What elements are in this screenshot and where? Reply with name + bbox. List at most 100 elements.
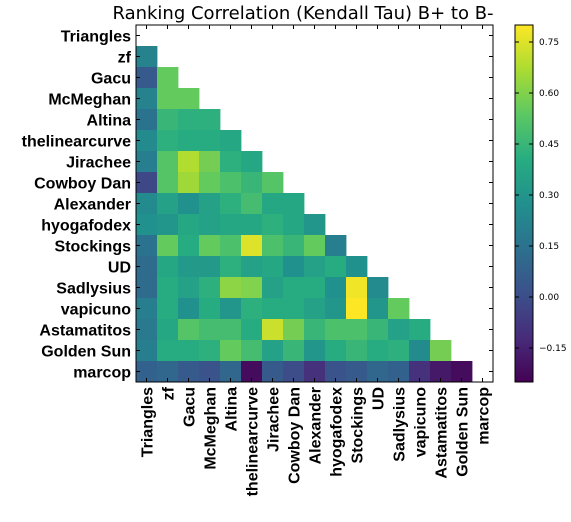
heatmap-cell — [262, 214, 284, 236]
heatmap-cell — [283, 193, 305, 215]
heatmap-cell — [367, 319, 389, 341]
y-tick-label: hyogafodex — [41, 218, 131, 235]
y-tick-label: McMeghan — [48, 92, 131, 109]
heatmap-cell — [262, 193, 284, 215]
heatmap-cell — [136, 361, 158, 383]
heatmap-cell — [325, 340, 347, 362]
heatmap-cell — [178, 109, 200, 131]
heatmap-cell — [262, 235, 284, 257]
heatmap-cell — [136, 151, 158, 173]
heatmap-cell — [199, 109, 221, 131]
heatmap-cell — [178, 340, 200, 362]
chart-title: Ranking Correlation (Kendall Tau) B+ to … — [112, 3, 493, 24]
x-axis-labels: Triangles zf Gacu McMeghan Altina thelinearcu… — [140, 386, 493, 496]
y-tick-label: Altina — [87, 113, 132, 130]
heatmap-cell — [136, 235, 158, 257]
heatmap-cell — [199, 298, 221, 320]
heatmap-cell — [220, 151, 242, 173]
heatmap-cell — [346, 340, 368, 362]
heatmap-cell — [157, 109, 179, 131]
colorbar-tick-label: 0.00 — [539, 293, 559, 303]
heatmap-cell — [220, 256, 242, 278]
heatmap-cell — [178, 193, 200, 215]
y-tick-label: Jirachee — [66, 155, 131, 172]
y-tick-label: marcop — [73, 365, 131, 382]
x-tick-label: UD — [371, 387, 388, 410]
x-tick-label: zf — [161, 386, 178, 400]
heatmap-cell — [325, 361, 347, 383]
heatmap-cell — [283, 256, 305, 278]
heatmap-cell — [178, 319, 200, 341]
heatmap-cell — [388, 298, 410, 320]
heatmap-cell — [262, 319, 284, 341]
heatmap-cell — [157, 361, 179, 383]
x-tick-label: Astamatitos — [434, 387, 451, 479]
heatmap-cell — [136, 256, 158, 278]
heatmap-cell — [199, 193, 221, 215]
heatmap-cell — [136, 214, 158, 236]
heatmap-cell — [199, 319, 221, 341]
heatmap-cell — [241, 172, 263, 194]
heatmap-cell — [346, 277, 368, 299]
heatmap-cell — [220, 235, 242, 257]
heatmap-cell — [157, 172, 179, 194]
heatmap-cell — [241, 319, 263, 341]
colorbar-tick-label: 0.45 — [539, 140, 559, 150]
x-tick-label: Stockings — [350, 387, 367, 464]
x-tick-label: Alexander — [308, 387, 325, 464]
heatmap-cell — [367, 277, 389, 299]
heatmap-cell — [220, 319, 242, 341]
heatmap-cell — [304, 277, 326, 299]
colorbar-tick-label: −0.15 — [539, 344, 567, 354]
y-tick-label: Alexander — [54, 197, 131, 214]
heatmap-cell — [178, 130, 200, 152]
heatmap-cell — [241, 298, 263, 320]
heatmap-cell — [451, 361, 473, 383]
heatmap-cell — [262, 277, 284, 299]
y-tick-label: Golden Sun — [41, 344, 131, 361]
heatmap-cell — [157, 340, 179, 362]
heatmap-cell — [178, 256, 200, 278]
heatmap-cell — [136, 130, 158, 152]
y-tick-label: zf — [118, 50, 132, 67]
y-tick-label: Cowboy Dan — [34, 176, 131, 193]
heatmap-cell — [220, 214, 242, 236]
heatmap-cell — [199, 277, 221, 299]
heatmap-cell — [346, 298, 368, 320]
heatmap-cell — [430, 340, 452, 362]
heatmap-cell — [283, 319, 305, 341]
heatmap-cell — [325, 256, 347, 278]
x-tick-label: thelinearcurve — [245, 387, 262, 496]
heatmap-cell — [157, 319, 179, 341]
x-tick-label: marcop — [476, 387, 493, 445]
y-tick-label: Gacu — [91, 71, 131, 88]
heatmap-cell — [325, 235, 347, 257]
heatmap-cell — [409, 319, 431, 341]
heatmap-cell — [367, 298, 389, 320]
heatmap-cell — [178, 88, 200, 110]
y-tick-label: UD — [108, 260, 131, 277]
heatmap-cell — [136, 67, 158, 89]
heatmap-cell — [199, 256, 221, 278]
heatmap-cell — [199, 340, 221, 362]
heatmap-cell — [262, 172, 284, 194]
x-tick-label: hyogafodex — [329, 387, 346, 477]
heatmap-cell — [241, 340, 263, 362]
y-tick-label: Astamatitos — [39, 323, 131, 340]
colorbar — [514, 24, 534, 383]
heatmap-cell — [304, 256, 326, 278]
heatmap-cell — [178, 361, 200, 383]
heatmap-cell — [157, 298, 179, 320]
heatmap-cell — [136, 319, 158, 341]
heatmap-cell — [241, 235, 263, 257]
y-axis-labels: Triangles zf Gacu McMeghan Altina thelinearcu… — [22, 29, 132, 382]
heatmap-cells — [136, 46, 473, 383]
colorbar-tick-label: 0.75 — [539, 38, 559, 48]
heatmap-cell — [157, 235, 179, 257]
heatmap-cell — [304, 214, 326, 236]
heatmap-cell — [178, 172, 200, 194]
heatmap-cell — [136, 46, 158, 68]
heatmap-cell — [304, 298, 326, 320]
y-tick-label: Sadlysius — [56, 281, 131, 298]
heatmap-cell — [178, 277, 200, 299]
